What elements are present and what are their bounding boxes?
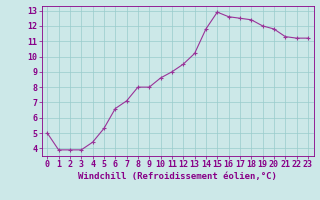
X-axis label: Windchill (Refroidissement éolien,°C): Windchill (Refroidissement éolien,°C) <box>78 172 277 181</box>
